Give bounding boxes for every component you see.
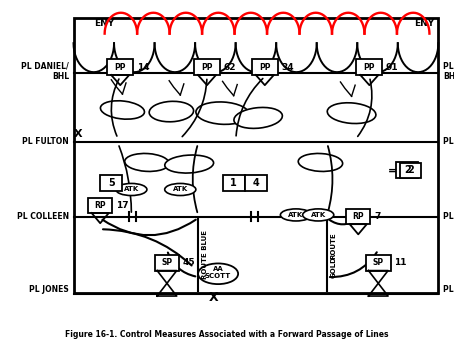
- Bar: [252, 59, 278, 75]
- Ellipse shape: [165, 155, 213, 173]
- Bar: [396, 162, 418, 179]
- Text: X: X: [209, 291, 218, 304]
- Text: PP: PP: [259, 63, 271, 71]
- Text: 34: 34: [281, 63, 294, 71]
- Text: 2: 2: [404, 166, 410, 175]
- Ellipse shape: [196, 102, 249, 124]
- Text: Figure 16-1. Control Measures Associated with a Forward Passage of Lines: Figure 16-1. Control Measures Associated…: [65, 330, 389, 339]
- Text: 14: 14: [137, 63, 149, 71]
- Ellipse shape: [327, 103, 376, 123]
- Text: 5: 5: [108, 178, 115, 188]
- Text: 11: 11: [394, 258, 407, 267]
- Text: ROUTE BLUE: ROUTE BLUE: [202, 230, 208, 279]
- Text: PL FULTON: PL FULTON: [443, 137, 454, 146]
- Bar: [346, 209, 370, 224]
- Text: X: X: [74, 129, 82, 139]
- Text: RP: RP: [352, 212, 364, 221]
- Text: BHL: BHL: [443, 73, 454, 81]
- Bar: [100, 175, 123, 191]
- Text: PL JONES: PL JONES: [30, 285, 69, 294]
- Text: ENY: ENY: [414, 19, 434, 28]
- Ellipse shape: [149, 101, 193, 122]
- Text: SP: SP: [373, 258, 384, 267]
- Text: 62: 62: [223, 63, 236, 71]
- Text: PL JONES: PL JONES: [443, 285, 454, 294]
- Text: 2: 2: [407, 166, 414, 175]
- Text: 45: 45: [183, 258, 195, 267]
- Ellipse shape: [298, 154, 343, 171]
- Bar: [356, 59, 382, 75]
- Text: PP: PP: [114, 63, 126, 71]
- Bar: [155, 255, 179, 271]
- Text: 91: 91: [386, 63, 399, 71]
- Text: ATK: ATK: [288, 212, 304, 218]
- Text: =: =: [388, 166, 398, 175]
- Ellipse shape: [303, 209, 334, 221]
- Text: ATK: ATK: [173, 186, 188, 193]
- Text: 1: 1: [230, 178, 237, 188]
- Text: PP: PP: [364, 63, 375, 71]
- Bar: [194, 59, 220, 75]
- Ellipse shape: [116, 183, 147, 196]
- Text: 17: 17: [116, 201, 128, 210]
- Bar: [107, 59, 133, 75]
- Text: PL COLLEEN: PL COLLEEN: [17, 212, 69, 221]
- Ellipse shape: [234, 107, 282, 128]
- Bar: [366, 255, 390, 271]
- Bar: [222, 175, 245, 191]
- Text: ATK: ATK: [124, 186, 139, 193]
- Ellipse shape: [125, 154, 169, 171]
- Bar: [88, 198, 113, 213]
- Text: RP: RP: [94, 201, 106, 210]
- Text: ATK: ATK: [311, 212, 326, 218]
- Text: SP: SP: [161, 258, 173, 267]
- Text: PP: PP: [201, 63, 213, 71]
- Text: 4: 4: [252, 178, 259, 188]
- Text: ROUTE: ROUTE: [331, 232, 337, 259]
- Text: AA
SCOTT: AA SCOTT: [205, 266, 231, 279]
- Ellipse shape: [281, 209, 311, 221]
- Text: GOLD: GOLD: [331, 256, 337, 278]
- Ellipse shape: [198, 263, 238, 284]
- Text: PL FULTON: PL FULTON: [22, 137, 69, 146]
- Text: PL COLLEEN: PL COLLEEN: [443, 212, 454, 221]
- Text: ENY: ENY: [94, 19, 115, 28]
- Text: PL DANIEL/: PL DANIEL/: [443, 61, 454, 70]
- Bar: [74, 18, 439, 293]
- Bar: [400, 163, 421, 178]
- Text: 7: 7: [374, 212, 380, 221]
- Bar: [245, 175, 267, 191]
- Text: PL DANIEL/: PL DANIEL/: [21, 61, 69, 70]
- Text: BHL: BHL: [52, 73, 69, 81]
- Ellipse shape: [100, 101, 144, 119]
- Ellipse shape: [165, 183, 196, 196]
